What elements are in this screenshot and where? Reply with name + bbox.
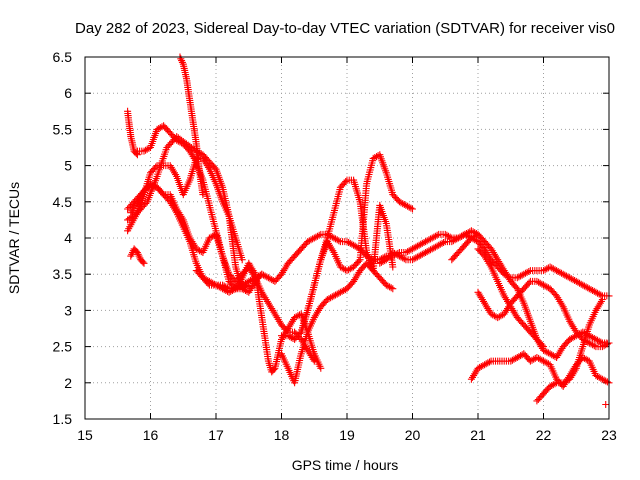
data-point <box>346 265 354 273</box>
y-tick-label: 2.5 <box>53 339 73 355</box>
data-point <box>598 296 606 303</box>
x-tick-label: 19 <box>339 427 355 443</box>
data-point <box>590 342 598 350</box>
data-point <box>551 380 559 388</box>
x-tick-label: 21 <box>470 427 486 443</box>
data-point <box>446 233 454 241</box>
x-tick-label: 15 <box>77 427 93 443</box>
chart-title: Day 282 of 2023, Sidereal Day-to-day VTE… <box>75 20 615 37</box>
data-point <box>342 178 350 185</box>
data-point <box>152 163 160 171</box>
y-tick-label: 4.5 <box>53 194 73 210</box>
data-point <box>270 366 278 373</box>
series-track-8 <box>176 53 207 199</box>
data-point <box>543 265 551 273</box>
plot-frame <box>84 56 610 420</box>
data-point <box>407 204 415 212</box>
data-point <box>525 279 533 287</box>
y-tick-label: 5 <box>64 158 72 174</box>
y-tick-label: 6 <box>64 85 72 101</box>
series-track-12 <box>297 176 397 336</box>
series-track-13 <box>376 230 613 300</box>
data-point <box>518 351 526 359</box>
data-point <box>433 231 441 239</box>
series-track-19 <box>602 401 610 408</box>
data-point <box>315 231 323 239</box>
data-point <box>389 285 397 293</box>
x-tick-label: 23 <box>601 427 617 443</box>
y-tick-label: 4 <box>64 230 72 246</box>
data-point <box>224 284 231 292</box>
x-tick-label: 17 <box>208 427 224 443</box>
data-point <box>490 312 498 320</box>
data-point <box>486 358 493 366</box>
data-point <box>289 335 297 342</box>
data-point <box>603 340 611 348</box>
data-point <box>210 280 218 288</box>
series-track-1 <box>124 107 141 159</box>
y-tick-label: 3 <box>64 302 72 318</box>
data-point <box>238 256 246 264</box>
y-tick-label: 2 <box>64 375 72 391</box>
series-layer <box>124 53 613 408</box>
data-point <box>143 145 151 153</box>
series-track-10 <box>278 201 397 387</box>
data-point <box>158 189 166 197</box>
series-track-4 <box>124 154 246 264</box>
data-point <box>199 191 207 199</box>
data-point <box>142 199 150 207</box>
x-tick-label: 16 <box>143 427 159 443</box>
y-tick-label: 1.5 <box>53 411 73 427</box>
x-tick-label: 22 <box>536 427 552 443</box>
y-tick-label: 3.5 <box>53 266 73 282</box>
x-tick-label: 18 <box>274 427 290 443</box>
series-track-17 <box>474 245 547 351</box>
data-point <box>597 291 605 299</box>
data-point <box>317 364 325 372</box>
data-point <box>139 258 147 266</box>
data-point <box>445 232 452 240</box>
data-point <box>603 378 611 386</box>
x-axis-label: GPS time / hours <box>292 457 399 473</box>
data-point <box>140 259 148 267</box>
data-point <box>409 205 416 213</box>
series-track-18 <box>533 296 606 405</box>
data-point <box>340 265 348 273</box>
data-point <box>525 268 533 275</box>
data-point <box>386 283 394 291</box>
data-point <box>355 257 363 265</box>
data-point <box>335 237 343 245</box>
y-axis-label: SDTVAR / TECUs <box>6 182 22 294</box>
data-point <box>530 355 538 363</box>
data-point <box>387 284 395 292</box>
series-track-15 <box>467 350 613 390</box>
grid-layer <box>85 57 609 419</box>
data-point <box>389 263 397 271</box>
tick-label-layer: 15 16 17 18 19 20 21 22 23 1.5 2 2.5 3 3.5 4 4.5 5 5.5 6 6.… <box>53 49 617 443</box>
y-tick-label: 6.5 <box>53 49 73 65</box>
data-point <box>296 330 304 338</box>
data-point <box>538 341 546 349</box>
x-tick-label: 20 <box>405 427 421 443</box>
data-point <box>602 401 610 408</box>
series-track-7 <box>127 245 148 267</box>
data-point <box>142 185 150 193</box>
data-point <box>540 343 547 351</box>
data-point <box>497 312 505 320</box>
data-point <box>400 255 408 263</box>
data-point <box>582 355 590 363</box>
y-tick-label: 5.5 <box>53 121 73 137</box>
data-point <box>440 239 448 246</box>
